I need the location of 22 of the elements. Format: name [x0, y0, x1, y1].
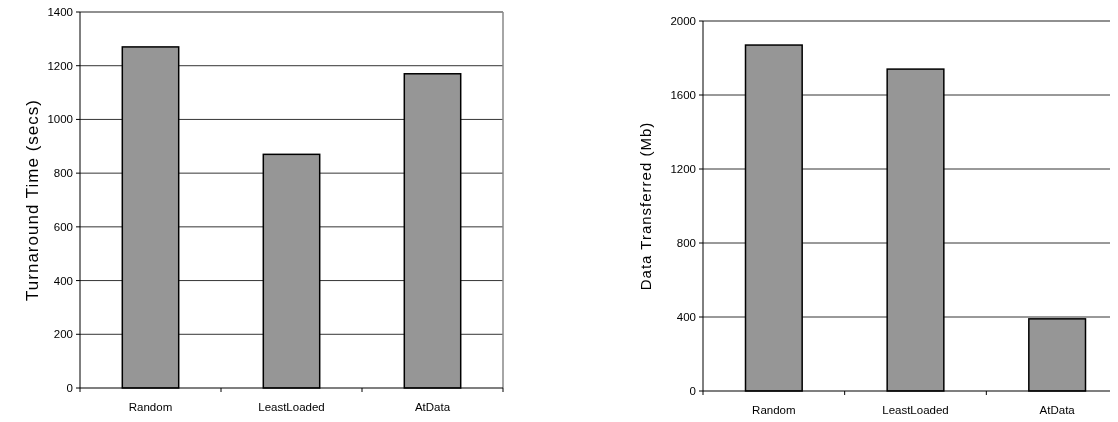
x-tick-label: LeastLoaded	[258, 401, 325, 413]
y-tick-label: 400	[676, 311, 696, 324]
y-axis-title: Turnaround Time (secs)	[22, 99, 42, 301]
y-tick-label: 1200	[670, 163, 696, 176]
y-tick-label: 0	[66, 382, 73, 395]
y-tick-label: 800	[53, 167, 73, 180]
x-tick-label: AtData	[1039, 404, 1076, 416]
y-tick-label: 1600	[670, 89, 696, 102]
y-axis-title: Data Transferred (Mb)	[637, 121, 655, 291]
x-tick-label: Random	[752, 404, 796, 416]
y-tick-label: 200	[53, 328, 73, 341]
x-tick-label: AtData	[414, 401, 451, 413]
y-tick-label: 1200	[47, 59, 73, 72]
y-tick-label: 800	[676, 237, 696, 250]
x-tick-label: LeastLoaded	[882, 404, 949, 416]
y-tick-label: 400	[53, 274, 73, 287]
y-tick-label: 0	[689, 385, 696, 398]
y-tick-label: 1000	[47, 113, 73, 126]
x-tick-label: Random	[128, 401, 173, 413]
y-tick-label: 2000	[670, 15, 696, 28]
y-tick-label: 1400	[47, 6, 73, 19]
y-tick-label: 600	[53, 220, 73, 233]
